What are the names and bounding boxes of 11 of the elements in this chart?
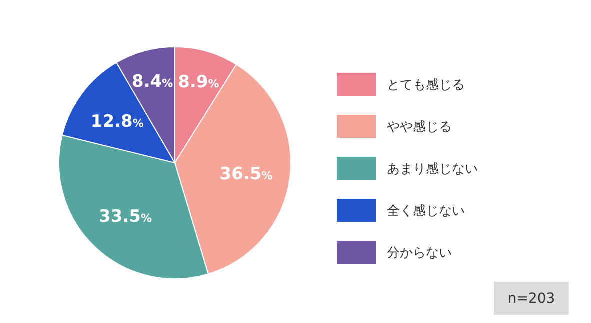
data-label: 36.5% — [220, 164, 273, 185]
data-label: 8.9% — [178, 72, 220, 92]
text: n=203 — [508, 291, 556, 307]
data-label: 33.5% — [98, 207, 152, 228]
legend-label: 分からない — [387, 246, 452, 261]
data-label: 8.4% — [132, 72, 174, 92]
legend-label: あまり感じない — [387, 162, 478, 177]
legend-label: とても感じる — [387, 78, 465, 93]
legend-label: 全く感じない — [387, 204, 465, 219]
data-label: 12.8% — [90, 112, 144, 132]
legend-label: やや感じる — [387, 120, 452, 135]
